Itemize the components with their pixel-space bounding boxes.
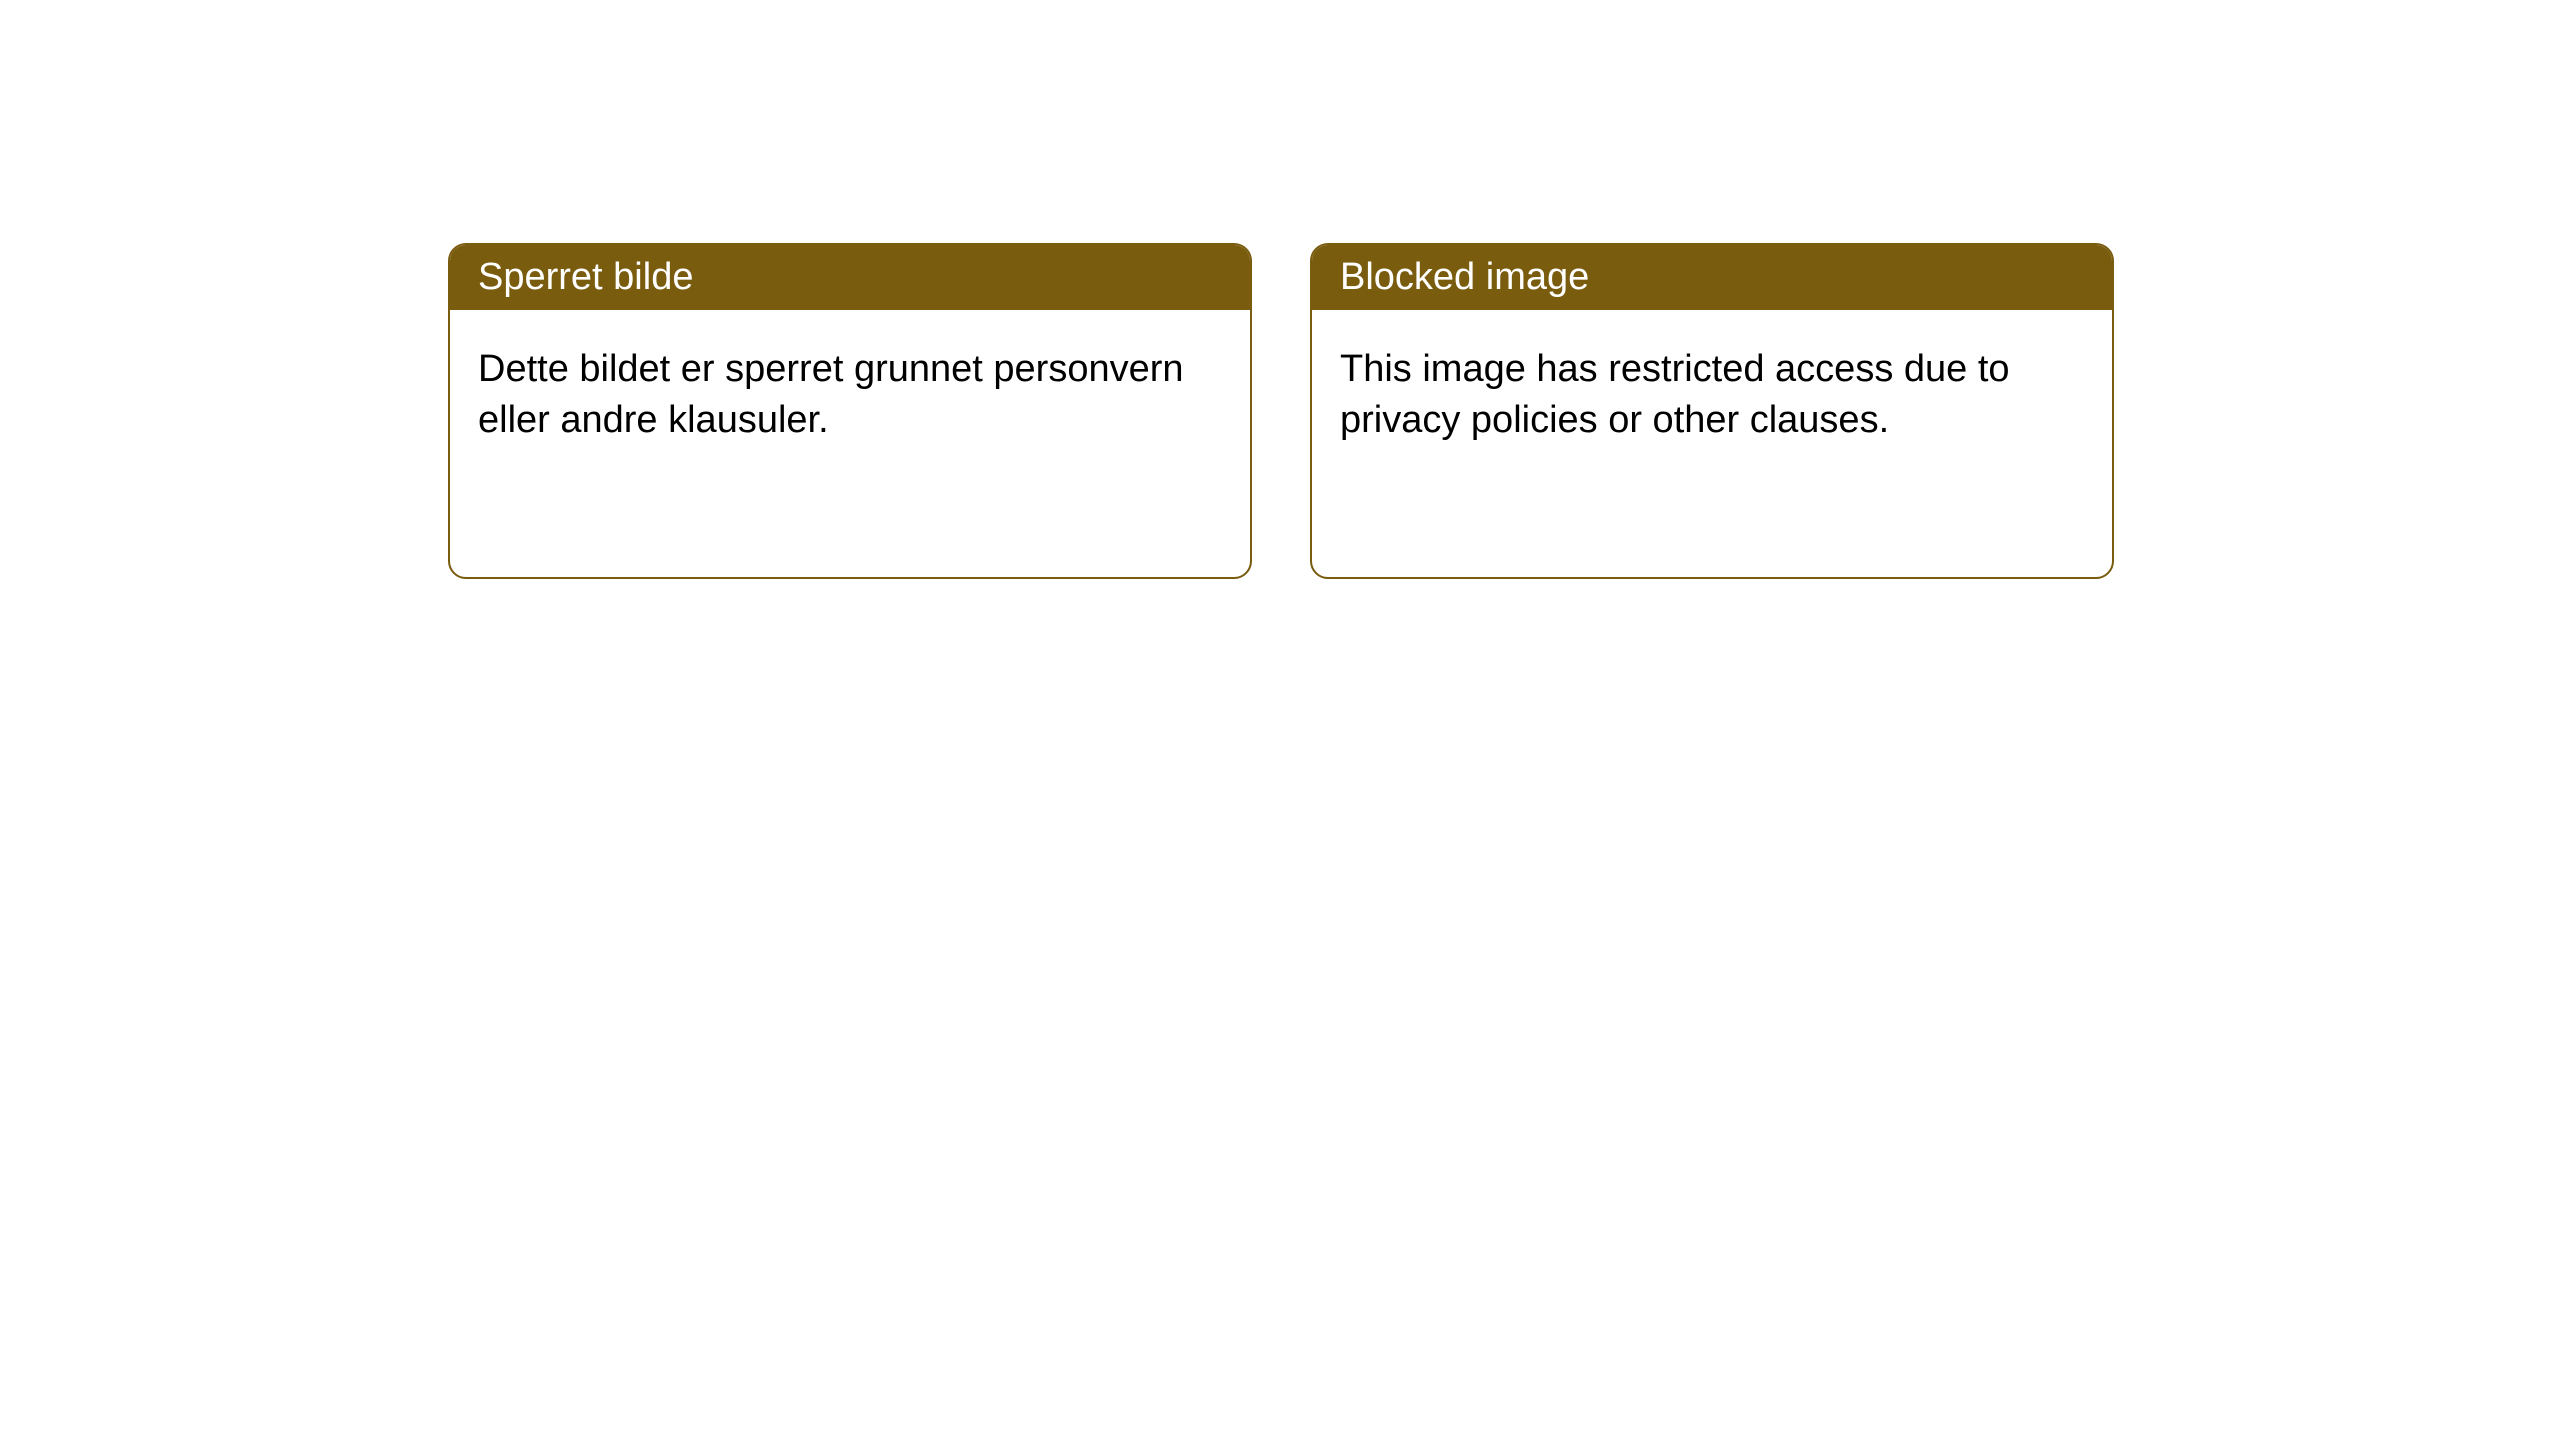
notice-body: This image has restricted access due to … (1312, 310, 2112, 481)
notice-title: Sperret bilde (450, 245, 1250, 310)
notice-container: Sperret bilde Dette bildet er sperret gr… (0, 0, 2560, 579)
notice-box-norwegian: Sperret bilde Dette bildet er sperret gr… (448, 243, 1252, 579)
notice-title: Blocked image (1312, 245, 2112, 310)
notice-box-english: Blocked image This image has restricted … (1310, 243, 2114, 579)
notice-body: Dette bildet er sperret grunnet personve… (450, 310, 1250, 481)
